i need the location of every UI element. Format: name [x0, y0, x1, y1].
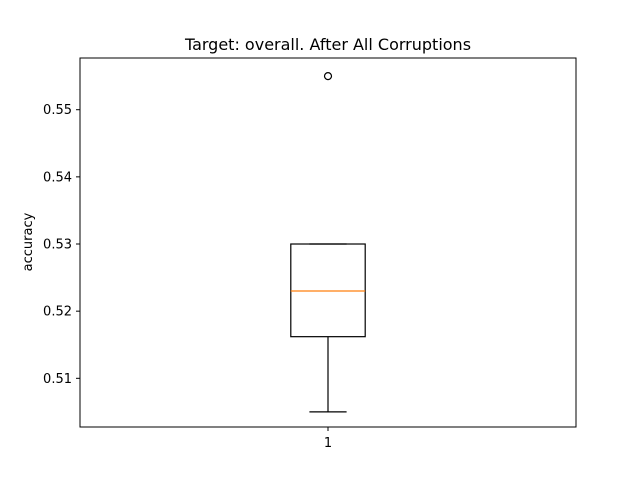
y-tick-label: 0.54	[43, 170, 72, 185]
y-axis: 0.51 0.52 0.53 0.54 0.55	[43, 103, 80, 387]
box-item	[290, 72, 366, 413]
chart-title: Target: overall. After All Corruptions	[184, 35, 471, 54]
y-tick-label: 0.51	[43, 372, 72, 387]
boxes-group	[290, 72, 366, 413]
outlier-point	[323, 72, 333, 81]
y-tick-label: 0.53	[43, 238, 72, 253]
x-axis: 1	[324, 427, 332, 451]
y-tick-label: 0.55	[43, 103, 72, 118]
y-tick-label: 0.52	[43, 305, 72, 320]
y-axis-label: accuracy	[21, 212, 36, 271]
iqr-box	[290, 243, 366, 338]
x-tick-label: 1	[324, 436, 332, 451]
